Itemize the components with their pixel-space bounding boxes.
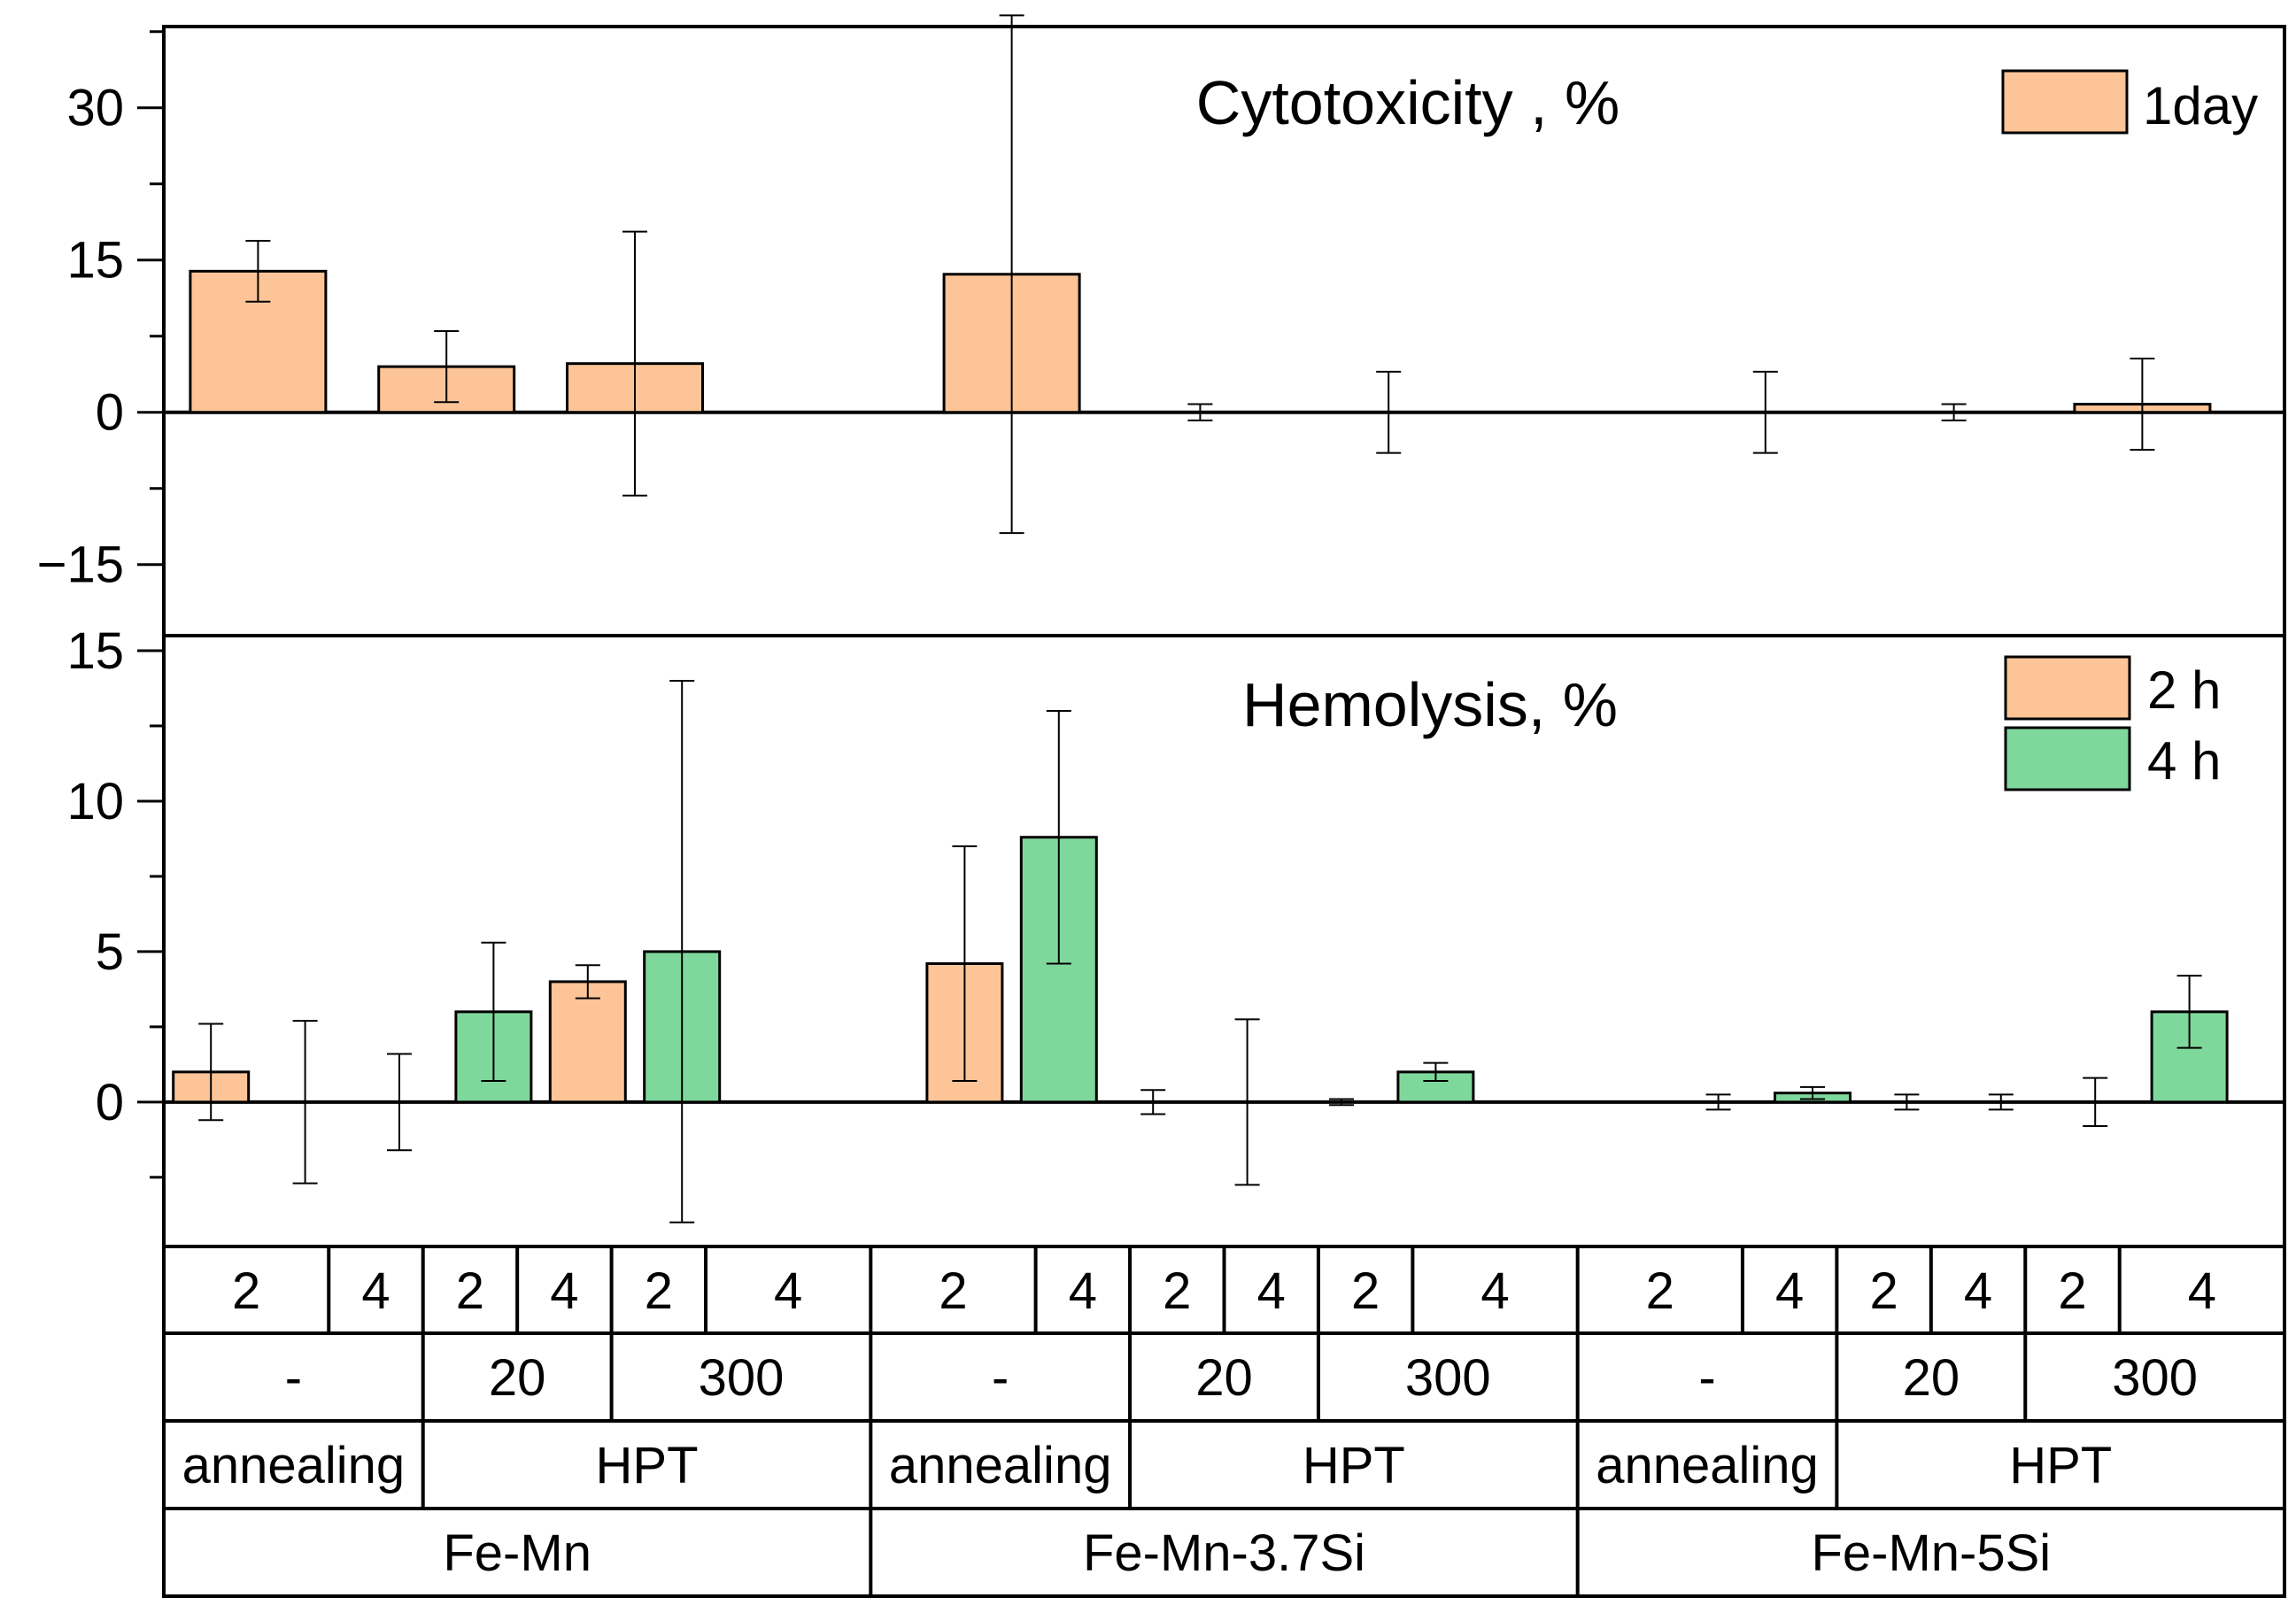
table-cell: 20: [489, 1349, 546, 1407]
chart-title: Hemolysis, %: [1242, 670, 1618, 739]
table-cell: HPT: [1303, 1437, 1405, 1494]
table-cell: 2: [1163, 1262, 1191, 1320]
table-cell: annealing: [889, 1437, 1112, 1494]
table-cell: HPT: [2009, 1437, 2112, 1494]
table-cell: 300: [2112, 1349, 2198, 1407]
legend-swatch: [2004, 726, 2131, 791]
table-cell: 4: [1257, 1262, 1286, 1320]
legend-label: 4 h: [2147, 731, 2221, 791]
bar: [548, 980, 627, 1104]
y-tick-label: 15: [66, 622, 124, 680]
y-tick-label: 15: [66, 232, 124, 289]
chart-title: Cytotoxicity , %: [1196, 68, 1620, 137]
plot-frame: [162, 634, 2286, 1248]
table-cell: 2: [1869, 1262, 1898, 1320]
y-tick-label: 0: [96, 384, 124, 442]
legend-label: 2 h: [2147, 660, 2221, 720]
table-cell: 4: [774, 1262, 802, 1320]
table-cell: 2: [939, 1262, 967, 1320]
panel-cytotoxicity: −15 0 15 30 Cytotoxicity , % 1day: [37, 14, 2286, 637]
table-cell: 2: [232, 1262, 260, 1320]
y-tick-label: −15: [37, 536, 124, 594]
table-cell: -: [992, 1349, 1009, 1407]
legend-label: 1day: [2143, 76, 2258, 135]
table-cell: annealing: [1596, 1437, 1819, 1494]
table-cell: 4: [2188, 1262, 2216, 1320]
table-cell: 300: [1405, 1349, 1491, 1407]
table-cell: Fe-Mn: [443, 1524, 591, 1582]
table-cell: 4: [361, 1262, 390, 1320]
table-cell: -: [1698, 1349, 1715, 1407]
y-tick-label: 10: [66, 773, 124, 830]
table-cell: 20: [1195, 1349, 1253, 1407]
table-cell: HPT: [596, 1437, 699, 1494]
table-cell: -: [285, 1349, 302, 1407]
table-cell: 2: [1351, 1262, 1380, 1320]
table-cell: 300: [699, 1349, 785, 1407]
table-cell: Fe-Mn-5Si: [1811, 1524, 2051, 1582]
table-cell: 2: [456, 1262, 484, 1320]
legend-swatch: [2004, 655, 2131, 721]
table-cell: 2: [1646, 1262, 1674, 1320]
y-tick-label: 5: [96, 923, 124, 981]
panel-hemolysis: 0 5 10 15 Hemolysis, % 2 h 4 h: [66, 622, 2286, 1248]
table-cell: 2: [2058, 1262, 2086, 1320]
table-cell: 4: [1964, 1262, 1992, 1320]
table-cell: 4: [550, 1262, 578, 1320]
y-tick-label: 30: [66, 80, 124, 137]
y-tick-label: 0: [96, 1074, 124, 1131]
table-cell: 2: [645, 1262, 673, 1320]
legend-swatch: [2001, 69, 2129, 135]
table-cell: 4: [1775, 1262, 1804, 1320]
table-cell: 20: [1903, 1349, 1960, 1407]
table-cell: 4: [1480, 1262, 1509, 1320]
table-cell: 4: [1069, 1262, 1097, 1320]
table-cell: Fe-Mn-3.7Si: [1083, 1524, 1365, 1582]
table-cell: annealing: [182, 1437, 406, 1494]
